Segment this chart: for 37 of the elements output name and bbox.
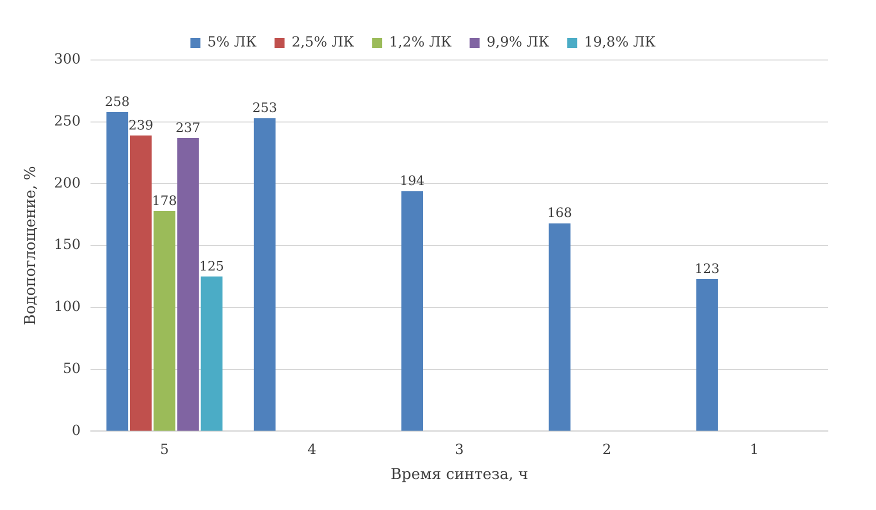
- bar: [154, 210, 176, 431]
- bar: [130, 135, 152, 431]
- x-tick-label: 4: [307, 442, 316, 458]
- y-tick-label: 250: [54, 114, 81, 130]
- x-tick-label: 5: [160, 442, 169, 458]
- y-tick-label: 100: [54, 299, 81, 316]
- data-label: 237: [176, 120, 200, 136]
- y-tick-label: 0: [72, 422, 81, 439]
- data-label: 168: [547, 206, 572, 222]
- y-axis-title: Водопоглощение, %: [20, 166, 39, 326]
- y-tick-label: 200: [54, 175, 81, 192]
- bar: [254, 118, 276, 431]
- legend-label: 9,9% ЛК: [486, 34, 550, 51]
- data-label: 194: [400, 174, 425, 190]
- data-label: 178: [152, 194, 177, 209]
- y-tick-label: 150: [54, 237, 81, 254]
- data-label: 123: [694, 262, 720, 277]
- bar: [106, 112, 128, 431]
- x-tick-label: 3: [454, 442, 464, 458]
- x-tick-label: 2: [602, 442, 612, 458]
- bar: [401, 191, 424, 431]
- x-axis-title: Время синтеза, ч: [390, 464, 528, 483]
- bar: [696, 279, 718, 431]
- y-tick-label: 300: [54, 52, 81, 68]
- legend-label: 19,8% ЛК: [584, 34, 656, 51]
- data-label: 258: [104, 94, 130, 110]
- bar: [548, 223, 570, 431]
- data-label: 239: [128, 118, 154, 134]
- data-label: 125: [199, 259, 224, 274]
- legend-label: 1,2% ЛК: [389, 34, 452, 51]
- x-tick-label: 1: [750, 442, 759, 458]
- legend-label: 2,5% ЛК: [292, 34, 354, 51]
- data-label: 253: [252, 101, 278, 116]
- legend-label: 5% ЛК: [207, 34, 257, 51]
- y-tick-label: 50: [62, 360, 81, 377]
- bar: [177, 138, 199, 431]
- bar: [200, 276, 222, 431]
